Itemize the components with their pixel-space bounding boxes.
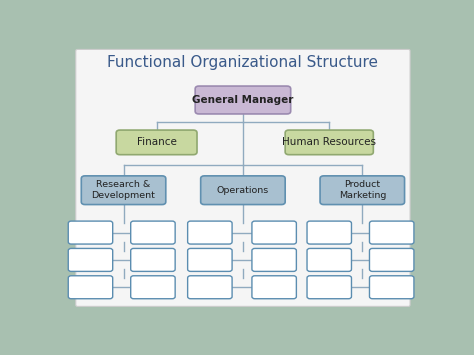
FancyBboxPatch shape	[252, 248, 296, 271]
FancyBboxPatch shape	[369, 276, 414, 299]
Text: Product
Marketing: Product Marketing	[338, 180, 386, 200]
Text: Operations: Operations	[217, 186, 269, 195]
FancyBboxPatch shape	[188, 276, 232, 299]
FancyBboxPatch shape	[252, 276, 296, 299]
FancyBboxPatch shape	[68, 221, 113, 244]
FancyBboxPatch shape	[131, 276, 175, 299]
FancyBboxPatch shape	[369, 221, 414, 244]
FancyBboxPatch shape	[188, 248, 232, 271]
Text: General Manager: General Manager	[192, 95, 293, 105]
Text: Human Resources: Human Resources	[282, 137, 376, 147]
FancyBboxPatch shape	[285, 130, 374, 155]
FancyBboxPatch shape	[307, 248, 352, 271]
FancyBboxPatch shape	[68, 276, 113, 299]
FancyBboxPatch shape	[307, 276, 352, 299]
FancyBboxPatch shape	[116, 130, 197, 155]
FancyBboxPatch shape	[131, 221, 175, 244]
FancyBboxPatch shape	[307, 221, 352, 244]
FancyBboxPatch shape	[131, 248, 175, 271]
FancyBboxPatch shape	[188, 221, 232, 244]
FancyBboxPatch shape	[252, 221, 296, 244]
FancyBboxPatch shape	[82, 176, 166, 204]
FancyBboxPatch shape	[320, 176, 405, 204]
FancyBboxPatch shape	[195, 86, 291, 114]
FancyBboxPatch shape	[201, 176, 285, 204]
Text: Finance: Finance	[137, 137, 176, 147]
FancyBboxPatch shape	[369, 248, 414, 271]
FancyBboxPatch shape	[68, 248, 113, 271]
FancyBboxPatch shape	[76, 49, 410, 306]
Text: Functional Organizational Structure: Functional Organizational Structure	[108, 55, 378, 70]
Text: Research &
Development: Research & Development	[91, 180, 155, 200]
